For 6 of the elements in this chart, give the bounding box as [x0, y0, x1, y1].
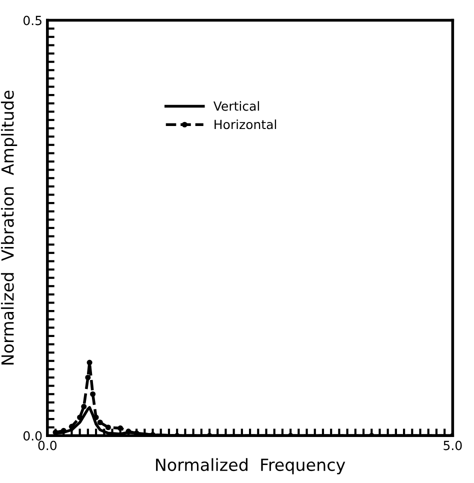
legend-label: Vertical	[213, 101, 259, 111]
x-axis-title: Normalized Frequency	[156, 458, 346, 474]
legend-label: Horizontal	[214, 119, 276, 130]
x-tick-label: 5.0	[444, 440, 462, 450]
y-tick-label: 0.5	[23, 16, 42, 26]
y-axis-title: Normalized Vibration Amplitude	[0, 90, 18, 365]
